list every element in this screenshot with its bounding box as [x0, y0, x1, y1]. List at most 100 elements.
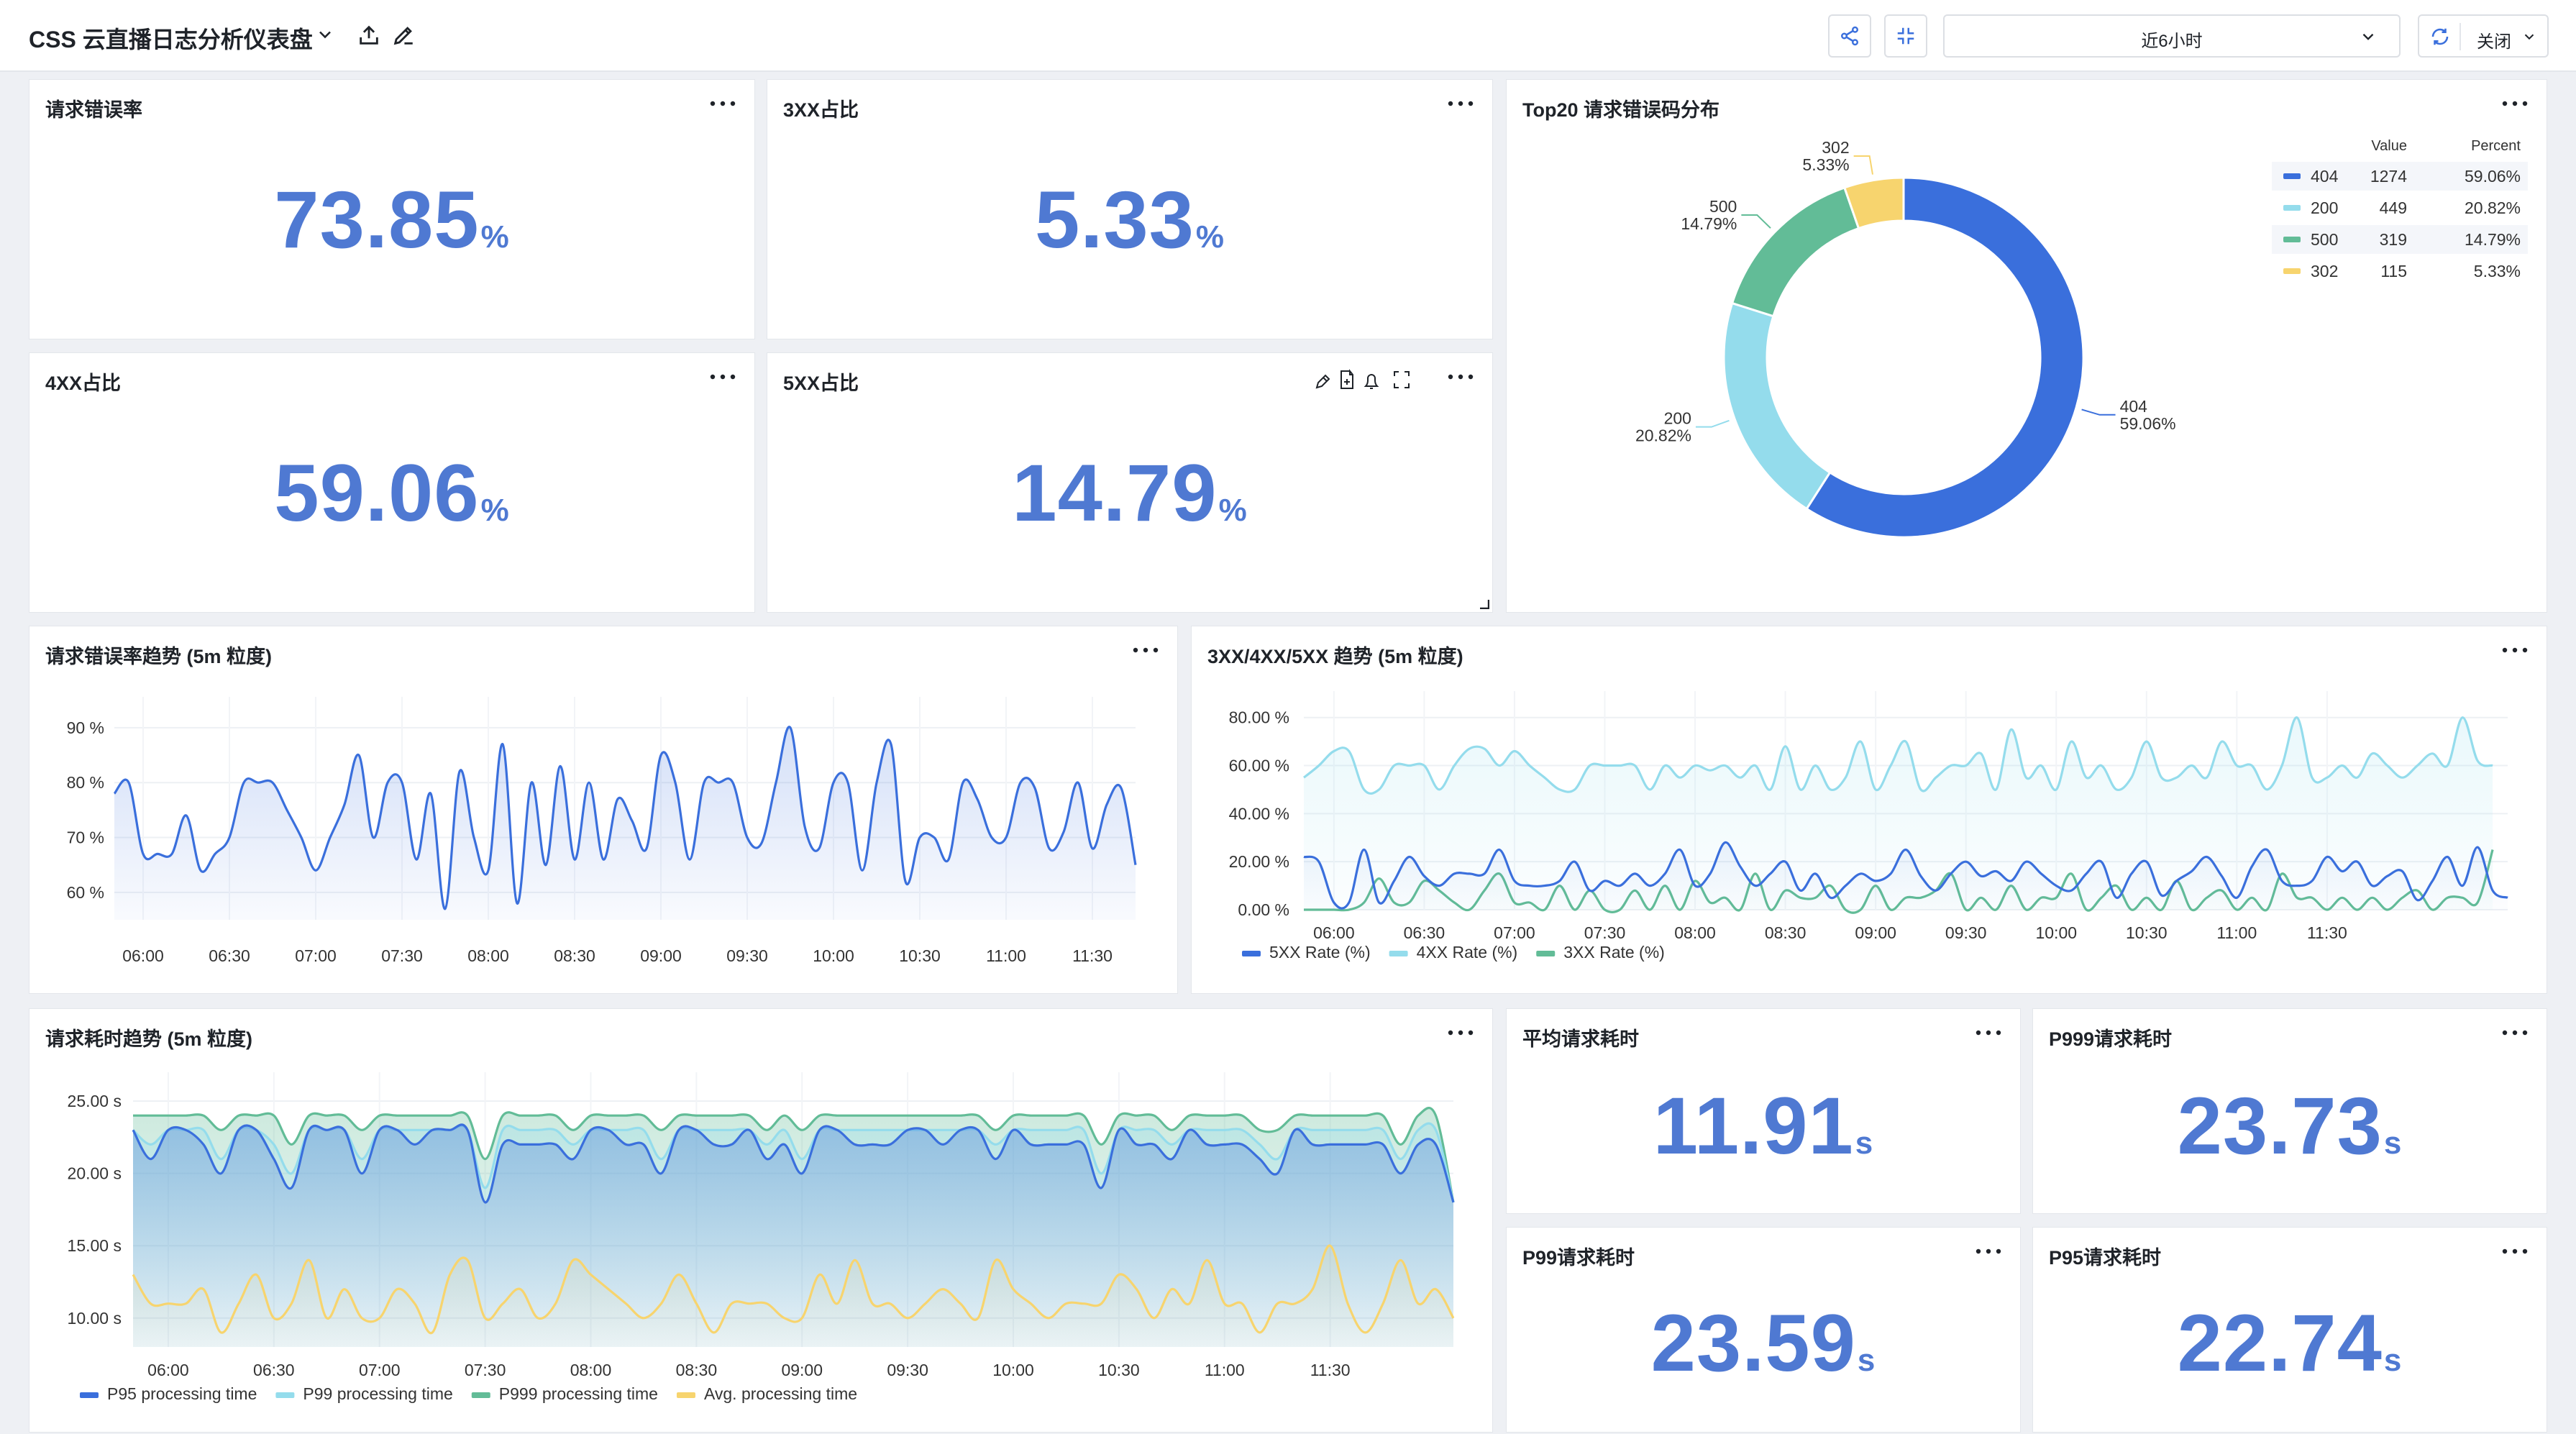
legend-label: 3XX Rate (%) — [1563, 943, 1665, 962]
legend-name: 200 — [2311, 198, 2338, 217]
error-rate-line-chart: 60 % 70 % 80 % 90 % 06:00 06:30 07:00 07:30 08:0… — [67, 697, 1137, 965]
y-tick-label: 0.00 % — [1238, 900, 1289, 919]
bell-icon[interactable] — [1364, 374, 1379, 389]
legend-swatch — [2283, 237, 2301, 242]
x-tick-label: 07:30 — [1584, 923, 1626, 942]
legend-label: Avg. processing time — [704, 1384, 857, 1403]
more-icon[interactable] — [2499, 1022, 2531, 1043]
x-tick-label: 11:00 — [1205, 1361, 1245, 1379]
more-icon[interactable] — [1445, 1022, 1476, 1043]
y-tick-label: 40.00 % — [1229, 804, 1289, 823]
resize-handle-icon[interactable] — [1479, 599, 1489, 609]
panel-p99-latency: P99请求耗时 23.59s — [1506, 1227, 2021, 1433]
legend-swatch — [1389, 951, 1408, 956]
x-tick-label: 10:30 — [1098, 1361, 1140, 1379]
chevron-down-icon[interactable] — [315, 24, 335, 45]
edit-pencil-icon[interactable] — [391, 23, 416, 47]
more-icon[interactable] — [1973, 1022, 2004, 1043]
panel-title: P99请求耗时 — [1522, 1247, 1635, 1269]
add-file-icon[interactable] — [1340, 369, 1353, 389]
legend-swatch — [2283, 173, 2301, 179]
callout-name: 200 — [1664, 409, 1691, 428]
x-tick-label: 06:00 — [1313, 923, 1355, 942]
share-button[interactable] — [1828, 14, 1871, 58]
legend-name: 404 — [2311, 167, 2339, 186]
fullscreen-icon[interactable] — [1394, 371, 1410, 388]
chevron-down-icon[interactable] — [2521, 29, 2537, 45]
panel-title: 3XX占比 — [783, 99, 859, 121]
time-range-select[interactable]: 近6小时 — [1943, 14, 2401, 58]
x-tick-label: 10:00 — [2035, 923, 2077, 942]
legend-label: 5XX Rate (%) — [1269, 943, 1371, 962]
x-tick-label: 07:00 — [359, 1361, 401, 1379]
time-range-value: 近6小时 — [2141, 32, 2203, 51]
x-tick-label: 06:30 — [1404, 923, 1445, 942]
x-tick-label: 09:00 — [640, 946, 682, 965]
y-tick-label: 20.00 s — [68, 1164, 122, 1183]
panel-title: 请求错误率趋势 (5m 粒度) — [45, 646, 273, 667]
refresh-control[interactable]: 关闭 — [2418, 14, 2549, 58]
x-tick-label: 09:30 — [1945, 923, 1987, 942]
pencil-icon[interactable] — [1315, 374, 1330, 389]
x-tick-label: 10:00 — [813, 946, 854, 965]
collapse-button[interactable] — [1884, 14, 1927, 58]
callout-percent: 14.79% — [1681, 214, 1737, 233]
panel-latency-trend: 请求耗时趋势 (5m 粒度) 10.00 s 15.00 s 20.00 s 25.0… — [29, 1008, 1493, 1433]
legend-swatch — [471, 1392, 490, 1398]
panel-title: P95请求耗时 — [2049, 1247, 2162, 1269]
more-icon[interactable] — [707, 93, 739, 114]
x-tick-label: 10:00 — [992, 1361, 1034, 1379]
legend-swatch — [275, 1392, 295, 1398]
y-tick-label: 20.00 % — [1229, 852, 1289, 871]
panel-p95-latency: P95请求耗时 22.74s — [2032, 1227, 2547, 1433]
x-tick-label: 08:30 — [676, 1361, 718, 1379]
more-icon[interactable] — [1445, 366, 1476, 388]
x-tick-label: 11:00 — [2216, 923, 2257, 942]
auto-refresh-label[interactable]: 关闭 — [2477, 32, 2511, 52]
legend-row-bg — [2272, 225, 2528, 254]
legend-value: 449 — [2380, 198, 2407, 217]
y-tick-label: 80.00 % — [1229, 708, 1289, 727]
y-tick-label: 25.00 s — [68, 1092, 122, 1110]
y-tick-label: 60 % — [67, 883, 104, 902]
series-line — [132, 1123, 1455, 1204]
status-code-line-chart: 0.00 % 20.00 % 40.00 % 60.00 % 80.00 % 06:00 0… — [1229, 691, 2508, 962]
legend-percent: 20.82% — [2465, 198, 2521, 217]
panel-title: 5XX占比 — [783, 373, 859, 394]
y-tick-label: 15.00 s — [68, 1236, 122, 1255]
panel-title: P999请求耗时 — [2049, 1028, 2173, 1050]
legend-swatch — [1536, 951, 1556, 956]
legend-row-bg — [2272, 162, 2528, 191]
more-icon[interactable] — [2499, 93, 2531, 114]
more-icon[interactable] — [1973, 1241, 2004, 1262]
panel-top20-error-codes: Top20 请求错误码分布 404 59.06% 200 20.82% 500 14.79… — [1506, 79, 2547, 613]
more-icon[interactable] — [707, 366, 739, 388]
upload-icon[interactable] — [357, 23, 381, 47]
legend-swatch — [2283, 268, 2301, 274]
x-tick-label: 09:00 — [1855, 923, 1896, 942]
stat-value: 23.73s — [2177, 1081, 2403, 1171]
callout-name: 302 — [1822, 138, 1849, 157]
panel-avg-latency: 平均请求耗时 11.91s — [1506, 1008, 2021, 1214]
x-tick-label: 08:00 — [570, 1361, 612, 1379]
series-line — [1303, 716, 2493, 795]
y-tick-label: 70 % — [67, 828, 104, 847]
dashboard-title[interactable]: CSS 云直播日志分析仪表盘 — [29, 27, 313, 52]
donut-slice — [1730, 186, 1860, 318]
more-icon[interactable] — [2499, 639, 2531, 661]
refresh-icon[interactable] — [2429, 26, 2451, 47]
more-icon[interactable] — [1130, 639, 1161, 661]
panel-hover-toolbar — [1315, 369, 1410, 389]
callout-percent: 5.33% — [1802, 155, 1849, 174]
stat-value: 14.79% — [1012, 448, 1248, 538]
y-tick-label: 60.00 % — [1229, 757, 1289, 775]
more-icon[interactable] — [1445, 93, 1476, 114]
series-area — [114, 726, 1136, 920]
more-icon[interactable] — [2499, 1241, 2531, 1262]
callout-line — [1853, 155, 1873, 175]
legend-percent: 5.33% — [2474, 262, 2521, 280]
legend-percent: 59.06% — [2465, 167, 2521, 186]
panel-3xx-ratio: 3XX占比 5.33% — [767, 79, 1493, 339]
legend-label: P999 processing time — [499, 1384, 658, 1403]
x-tick-label: 10:30 — [899, 946, 941, 965]
